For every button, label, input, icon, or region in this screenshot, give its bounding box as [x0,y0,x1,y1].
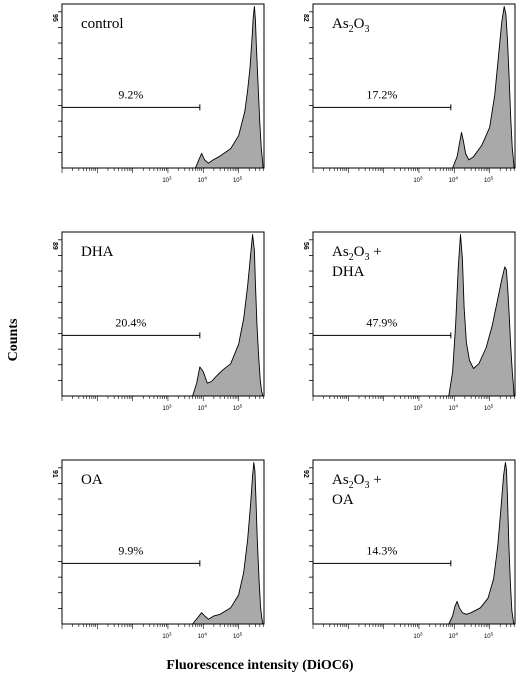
histogram-area [61,234,264,397]
gate-percent-label: 47.9% [366,315,397,329]
x-tick-label: 105 [484,176,494,185]
x-axis-title: Fluorescence intensity (DiOC6) [166,658,354,673]
panel-label: As2O3 [332,16,370,35]
histogram-area [312,462,515,625]
panel-label: As2O3 + [332,472,382,491]
panel-bottom-left: 91 103 104 105 9.9% OA [51,459,265,641]
panel-middle-right: 56 103 104 105 47.9% As2O3 +DHA [302,231,516,413]
panel-top-right: 82 103 104 105 17.2% As2O3 [302,3,516,185]
x-tick-label: 103 [162,404,172,413]
panel-label: OA [81,472,103,488]
gate-percent-label: 17.2% [366,87,397,101]
gate-percent-label: 9.9% [118,543,143,557]
panel-middle-left: 89 103 104 105 20.4% DHA [51,231,265,413]
y-max-label: 82 [302,14,309,22]
panel-label: control [81,16,124,32]
x-tick-label: 105 [233,176,243,185]
gate-percent-label: 9.2% [118,87,143,101]
x-tick-label: 105 [233,632,243,641]
x-tick-label: 105 [484,632,494,641]
gate-percent-label: 20.4% [115,315,146,329]
gate-percent-label: 14.3% [366,543,397,557]
x-tick-label: 104 [198,176,208,185]
histogram-area [312,6,515,169]
histogram-area [61,462,264,625]
x-tick-label: 103 [162,176,172,185]
y-max-label: 95 [51,14,58,22]
panel-label: As2O3 + [332,244,382,263]
panel-label: OA [332,492,354,508]
y-max-label: 89 [51,242,58,250]
x-tick-label: 104 [198,404,208,413]
y-max-label: 56 [302,242,309,250]
y-max-label: 91 [51,470,58,478]
y-axis-title: Counts [6,318,21,362]
histogram-area [61,6,264,169]
panel-label: DHA [81,244,114,260]
histogram-area [312,234,515,397]
panel-top-left: 95 103 104 105 9.2% control [51,3,265,185]
x-tick-label: 103 [413,404,423,413]
x-tick-label: 104 [198,632,208,641]
x-tick-label: 103 [413,632,423,641]
panel-bottom-right: 92 103 104 105 14.3% As2O3 +OA [302,459,516,641]
x-tick-label: 104 [449,632,459,641]
x-tick-label: 104 [449,176,459,185]
x-tick-label: 103 [162,632,172,641]
y-max-label: 92 [302,470,309,478]
x-tick-label: 105 [233,404,243,413]
x-tick-label: 104 [449,404,459,413]
x-tick-label: 105 [484,404,494,413]
x-tick-label: 103 [413,176,423,185]
panel-label: DHA [332,264,365,280]
